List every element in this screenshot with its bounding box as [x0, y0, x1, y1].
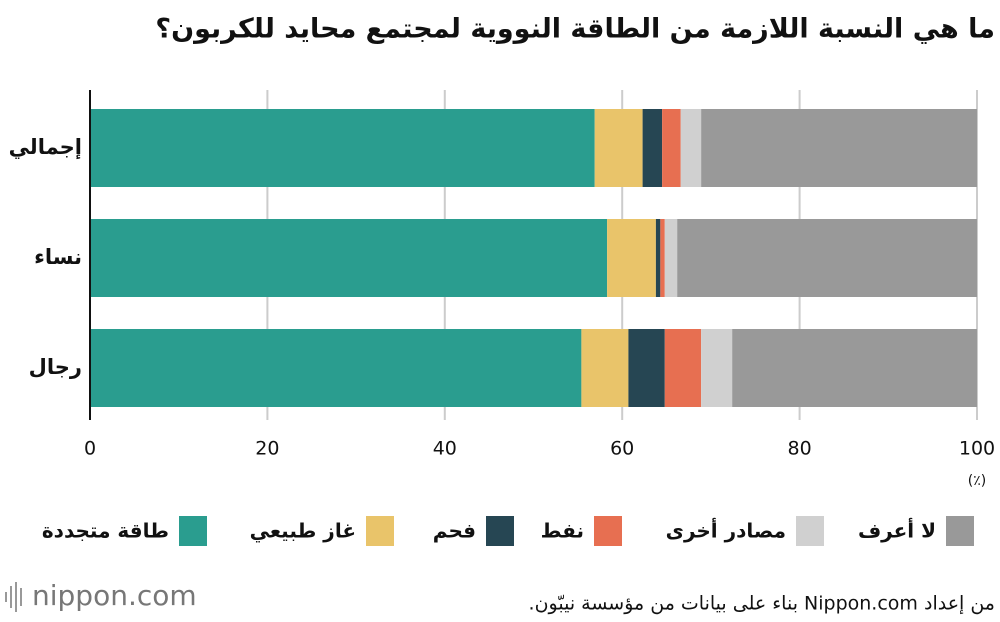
bar-segment — [662, 109, 681, 187]
x-tick-label: 100 — [959, 438, 995, 460]
x-tick-label: 40 — [433, 438, 457, 460]
legend-label: لا أعرف — [858, 517, 936, 543]
bar-segment — [701, 109, 977, 187]
y-tick-label: رجال — [29, 355, 82, 379]
bar-segment — [664, 219, 678, 297]
bar-segment — [581, 329, 629, 407]
x-tick-label: 0 — [84, 438, 96, 460]
bar-segment — [664, 329, 702, 407]
legend-label: طاقة متجددة — [42, 519, 169, 543]
y-tick-label: إجمالي — [9, 135, 82, 159]
x-tick-label: 20 — [255, 438, 279, 460]
bar-segment — [607, 219, 656, 297]
x-unit: (٪) — [968, 473, 986, 489]
legend-swatch — [366, 516, 394, 546]
legend-label: نفط — [541, 519, 584, 543]
source: من إعداد Nippon.com بناء على بيانات من م… — [529, 593, 995, 616]
bar-segment — [677, 219, 977, 297]
legend-label: غاز طبيعي — [250, 519, 356, 544]
y-tick-label: نساء — [34, 245, 82, 269]
legend-swatch — [796, 516, 824, 546]
legend-label: مصادر أخرى — [666, 517, 786, 543]
x-tick-label: 80 — [788, 438, 812, 460]
bar-segment — [90, 219, 608, 297]
legend-swatch — [486, 516, 514, 546]
legend-swatch — [179, 516, 207, 546]
brand: nippon.com — [32, 579, 197, 612]
bar-segment — [642, 109, 663, 187]
legend-swatch — [594, 516, 622, 546]
legend-swatch — [946, 516, 974, 546]
x-tick-label: 60 — [610, 438, 634, 460]
bar-segment — [90, 329, 582, 407]
bar-segment — [680, 109, 702, 187]
legend-label: فحم — [433, 519, 476, 543]
bar-segment — [628, 329, 665, 407]
bar-segment — [701, 329, 733, 407]
bar-segment — [90, 109, 595, 187]
chart-title: ما هي النسبة اللازمة من الطاقة النووية ل… — [155, 14, 995, 45]
bar-segment — [594, 109, 643, 187]
bar-segment — [732, 329, 977, 407]
bar-segment — [660, 219, 665, 297]
bar-segment — [655, 219, 661, 297]
brand-icon — [5, 582, 22, 612]
